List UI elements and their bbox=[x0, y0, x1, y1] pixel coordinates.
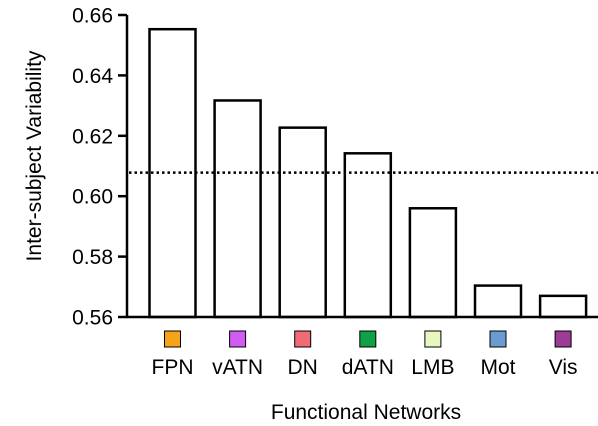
swatch-dn bbox=[294, 330, 312, 348]
axes-group bbox=[125, 15, 598, 319]
swatch-vatn bbox=[229, 330, 247, 348]
bar-dn bbox=[278, 126, 327, 319]
bar-datn bbox=[343, 152, 393, 319]
bars-group bbox=[148, 27, 588, 319]
bar-fpn bbox=[148, 27, 197, 319]
swatch-fpn bbox=[164, 330, 181, 348]
y-tick-label: 0.62 bbox=[72, 125, 113, 148]
x-axis-label: Functional Networks bbox=[271, 401, 461, 424]
y-ticks-group: 0.56 0.58 0.60 0.62 0.64 0.66 bbox=[72, 5, 127, 330]
y-tick-label: 0.66 bbox=[72, 5, 113, 28]
x-tick-label-mot: Mot bbox=[480, 356, 515, 379]
x-tick-label-vis: Vis bbox=[549, 356, 578, 379]
y-axis-label: Inter-subject Variability bbox=[23, 50, 46, 261]
bar-mot bbox=[473, 284, 523, 319]
y-tick-label: 0.64 bbox=[72, 65, 113, 88]
bar-vis bbox=[538, 294, 588, 319]
bar-vatn bbox=[213, 99, 262, 319]
swatch-mot bbox=[489, 330, 507, 348]
x-categories-group: FPN vATN DN dATN LMB Mot Vis bbox=[152, 330, 578, 379]
x-tick-label-fpn: FPN bbox=[152, 356, 194, 379]
y-tick-label: 0.58 bbox=[72, 246, 113, 269]
swatch-lmb bbox=[424, 330, 442, 348]
swatch-vis bbox=[554, 330, 572, 348]
x-tick-label-datn: dATN bbox=[342, 356, 394, 379]
swatch-datn bbox=[359, 330, 377, 348]
x-tick-label-lmb: LMB bbox=[411, 356, 454, 379]
y-tick-label: 0.56 bbox=[72, 307, 113, 330]
y-tick-label: 0.60 bbox=[72, 186, 113, 209]
x-tick-label-dn: DN bbox=[288, 356, 318, 379]
bar-lmb bbox=[408, 207, 458, 319]
x-tick-label-vatn: vATN bbox=[212, 356, 263, 379]
